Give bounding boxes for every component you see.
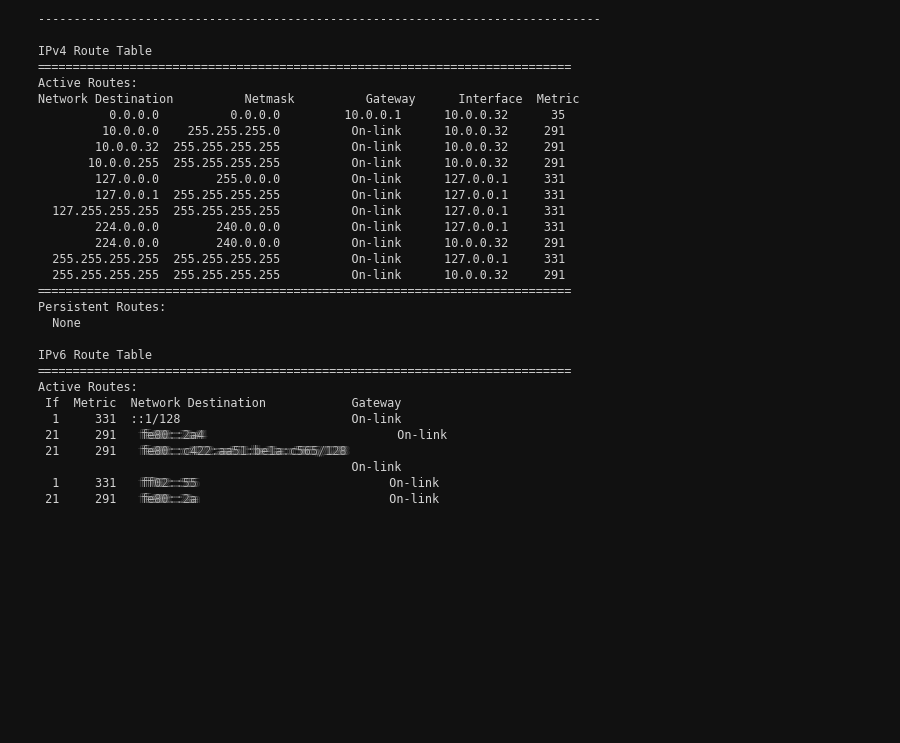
Text: fe80::2a4: fe80::2a4 bbox=[144, 429, 209, 441]
Text: Persistent Routes:: Persistent Routes: bbox=[38, 301, 166, 314]
Text: 10.0.0.32  255.255.255.255          On-link      10.0.0.32     291: 10.0.0.32 255.255.255.255 On-link 10.0.0… bbox=[38, 141, 565, 154]
Text: fe80::c422:aa51:be1a:c565/128: fe80::c422:aa51:be1a:c565/128 bbox=[144, 444, 351, 458]
Text: 10.0.0.0    255.255.255.0          On-link      10.0.0.32     291: 10.0.0.0 255.255.255.0 On-link 10.0.0.32… bbox=[38, 126, 565, 138]
Text: 10.0.0.255  255.255.255.255          On-link      10.0.0.32     291: 10.0.0.255 255.255.255.255 On-link 10.0.… bbox=[38, 158, 565, 170]
Text: ===========================================================================: ========================================… bbox=[38, 365, 572, 377]
Text: Network Destination          Netmask          Gateway      Interface  Metric: Network Destination Netmask Gateway Inte… bbox=[38, 93, 580, 106]
Text: 21     291: 21 291 bbox=[38, 444, 130, 458]
Text: ff02::55: ff02::55 bbox=[144, 477, 202, 490]
Text: On-link: On-link bbox=[204, 477, 439, 490]
Text: 1     331: 1 331 bbox=[38, 477, 130, 490]
Text: ff02::55: ff02::55 bbox=[137, 477, 194, 490]
Text: Active Routes:: Active Routes: bbox=[38, 380, 138, 394]
Text: If  Metric  Network Destination            Gateway: If Metric Network Destination Gateway bbox=[38, 397, 401, 409]
Text: fe80::2a4: fe80::2a4 bbox=[142, 429, 207, 441]
Text: fe80::2a: fe80::2a bbox=[144, 493, 202, 505]
Text: On-link: On-link bbox=[38, 461, 401, 473]
Text: fe80::2a4: fe80::2a4 bbox=[140, 429, 205, 441]
Text: On-link: On-link bbox=[212, 429, 447, 441]
Text: 21     291: 21 291 bbox=[38, 493, 130, 505]
Text: fe80::2a4: fe80::2a4 bbox=[139, 429, 203, 441]
Text: ===========================================================================: ========================================… bbox=[38, 285, 572, 298]
Text: 255.255.255.255  255.255.255.255          On-link      127.0.0.1     331: 255.255.255.255 255.255.255.255 On-link … bbox=[38, 253, 565, 266]
Text: fe80::c422:aa51:be1a:c565/128: fe80::c422:aa51:be1a:c565/128 bbox=[142, 444, 349, 458]
Text: 127.255.255.255  255.255.255.255          On-link      127.0.0.1     331: 127.255.255.255 255.255.255.255 On-link … bbox=[38, 205, 565, 218]
Text: 224.0.0.0        240.0.0.0          On-link      10.0.0.32     291: 224.0.0.0 240.0.0.0 On-link 10.0.0.32 29… bbox=[38, 237, 565, 250]
Text: IPv6 Route Table: IPv6 Route Table bbox=[38, 349, 152, 362]
Text: ff02::55: ff02::55 bbox=[139, 477, 196, 490]
Text: fe80::c422:aa51:be1a:c565/128: fe80::c422:aa51:be1a:c565/128 bbox=[140, 444, 347, 458]
Text: fe80::2a: fe80::2a bbox=[142, 493, 200, 505]
Text: On-link: On-link bbox=[204, 493, 439, 505]
Text: ===========================================================================: ========================================… bbox=[38, 62, 572, 74]
Text: 127.0.0.0        255.0.0.0          On-link      127.0.0.1     331: 127.0.0.0 255.0.0.0 On-link 127.0.0.1 33… bbox=[38, 173, 565, 186]
Text: fe80::2a: fe80::2a bbox=[137, 493, 194, 505]
Text: Active Routes:: Active Routes: bbox=[38, 77, 138, 90]
Text: fe80::2a: fe80::2a bbox=[140, 493, 198, 505]
Text: fe80::2a4: fe80::2a4 bbox=[137, 429, 202, 441]
Text: ff02::55: ff02::55 bbox=[140, 477, 198, 490]
Text: 1     331  ::1/128                        On-link: 1 331 ::1/128 On-link bbox=[38, 413, 401, 426]
Text: fe80::c422:aa51:be1a:c565/128: fe80::c422:aa51:be1a:c565/128 bbox=[137, 444, 344, 458]
Text: 255.255.255.255  255.255.255.255          On-link      10.0.0.32     291: 255.255.255.255 255.255.255.255 On-link … bbox=[38, 269, 565, 282]
Text: fe80::2a: fe80::2a bbox=[139, 493, 196, 505]
Text: -------------------------------------------------------------------------------: ----------------------------------------… bbox=[38, 13, 600, 26]
Text: ff02::55: ff02::55 bbox=[142, 477, 200, 490]
Text: IPv4 Route Table: IPv4 Route Table bbox=[38, 45, 152, 58]
Text: fe80::c422:aa51:be1a:c565/128: fe80::c422:aa51:be1a:c565/128 bbox=[139, 444, 346, 458]
Text: 21     291: 21 291 bbox=[38, 429, 130, 441]
Text: 127.0.0.1  255.255.255.255          On-link      127.0.0.1     331: 127.0.0.1 255.255.255.255 On-link 127.0.… bbox=[38, 189, 565, 202]
Text: 0.0.0.0          0.0.0.0         10.0.0.1      10.0.0.32      35: 0.0.0.0 0.0.0.0 10.0.0.1 10.0.0.32 35 bbox=[38, 109, 565, 122]
Text: None: None bbox=[38, 317, 81, 330]
Text: 224.0.0.0        240.0.0.0          On-link      127.0.0.1     331: 224.0.0.0 240.0.0.0 On-link 127.0.0.1 33… bbox=[38, 221, 565, 234]
